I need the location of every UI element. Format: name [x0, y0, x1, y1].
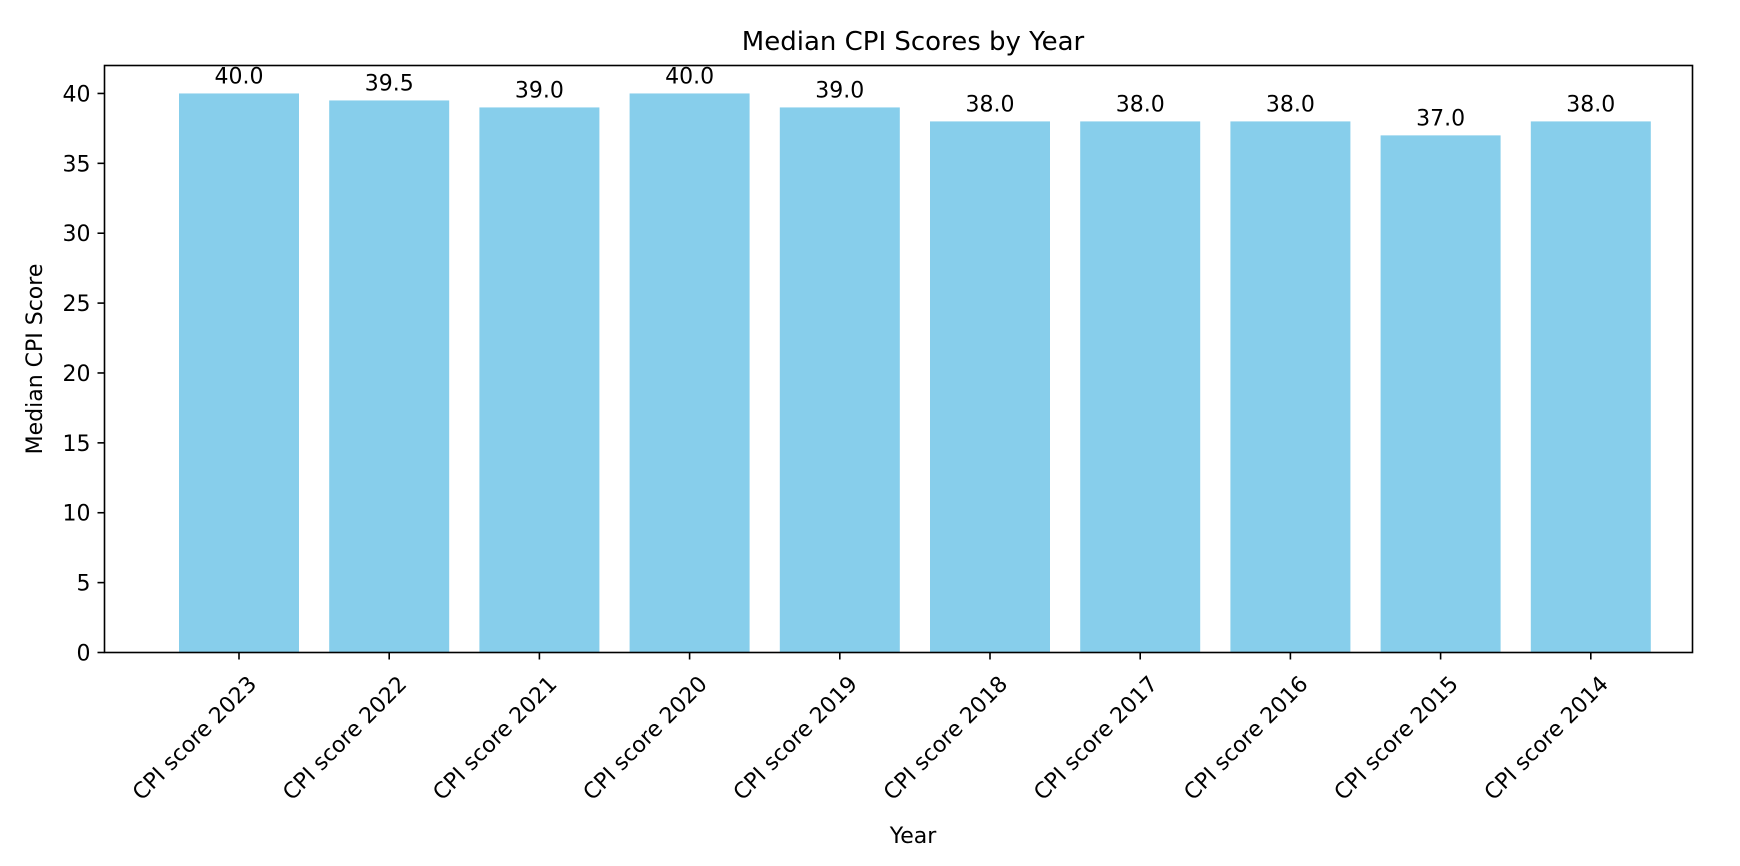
bar — [1380, 135, 1501, 653]
bar — [179, 93, 299, 653]
y-tick-label: 40 — [63, 82, 91, 107]
bar-group — [179, 93, 1651, 653]
bar — [1080, 121, 1201, 653]
bar-value-label: 39.0 — [515, 78, 564, 103]
bar — [930, 121, 1050, 653]
y-tick-label: 10 — [63, 502, 91, 527]
bar-value-label: 39.0 — [815, 78, 864, 103]
bar-value-label: 38.0 — [1266, 92, 1315, 117]
chart-title: Median CPI Scores by Year — [742, 27, 1085, 57]
y-tick-label: 25 — [63, 292, 91, 317]
bar — [1530, 121, 1651, 653]
y-tick-label: 20 — [63, 362, 91, 387]
y-axis-label: Median CPI Score — [23, 264, 48, 455]
bar-value-label: 38.0 — [1566, 92, 1615, 117]
bar — [629, 93, 750, 653]
bar-value-label: 39.5 — [365, 71, 414, 96]
bar — [1230, 121, 1351, 653]
bar-value-label: 40.0 — [215, 64, 264, 89]
bar-value-label: 37.0 — [1416, 106, 1465, 131]
bar-value-label: 40.0 — [665, 64, 714, 89]
bar — [779, 107, 900, 653]
y-tick-label: 15 — [63, 432, 91, 457]
y-tick-label: 5 — [77, 572, 91, 597]
y-axis: 0 5 10 15 20 25 30 35 40 — [63, 82, 105, 667]
bar-value-label: 38.0 — [966, 92, 1015, 117]
data-label-group: 40.0 39.5 39.0 40.0 39.0 38.0 38.0 38.0 37.0 38.0 — [215, 64, 1616, 131]
y-tick-label: 0 — [77, 642, 91, 667]
y-tick-label: 30 — [63, 222, 91, 247]
y-tick-label: 35 — [63, 152, 91, 177]
bar — [479, 107, 600, 653]
bar-value-label: 38.0 — [1116, 92, 1165, 117]
bar — [329, 100, 450, 653]
x-axis-label: Year — [889, 824, 938, 849]
plot-frame — [103, 64, 1694, 654]
